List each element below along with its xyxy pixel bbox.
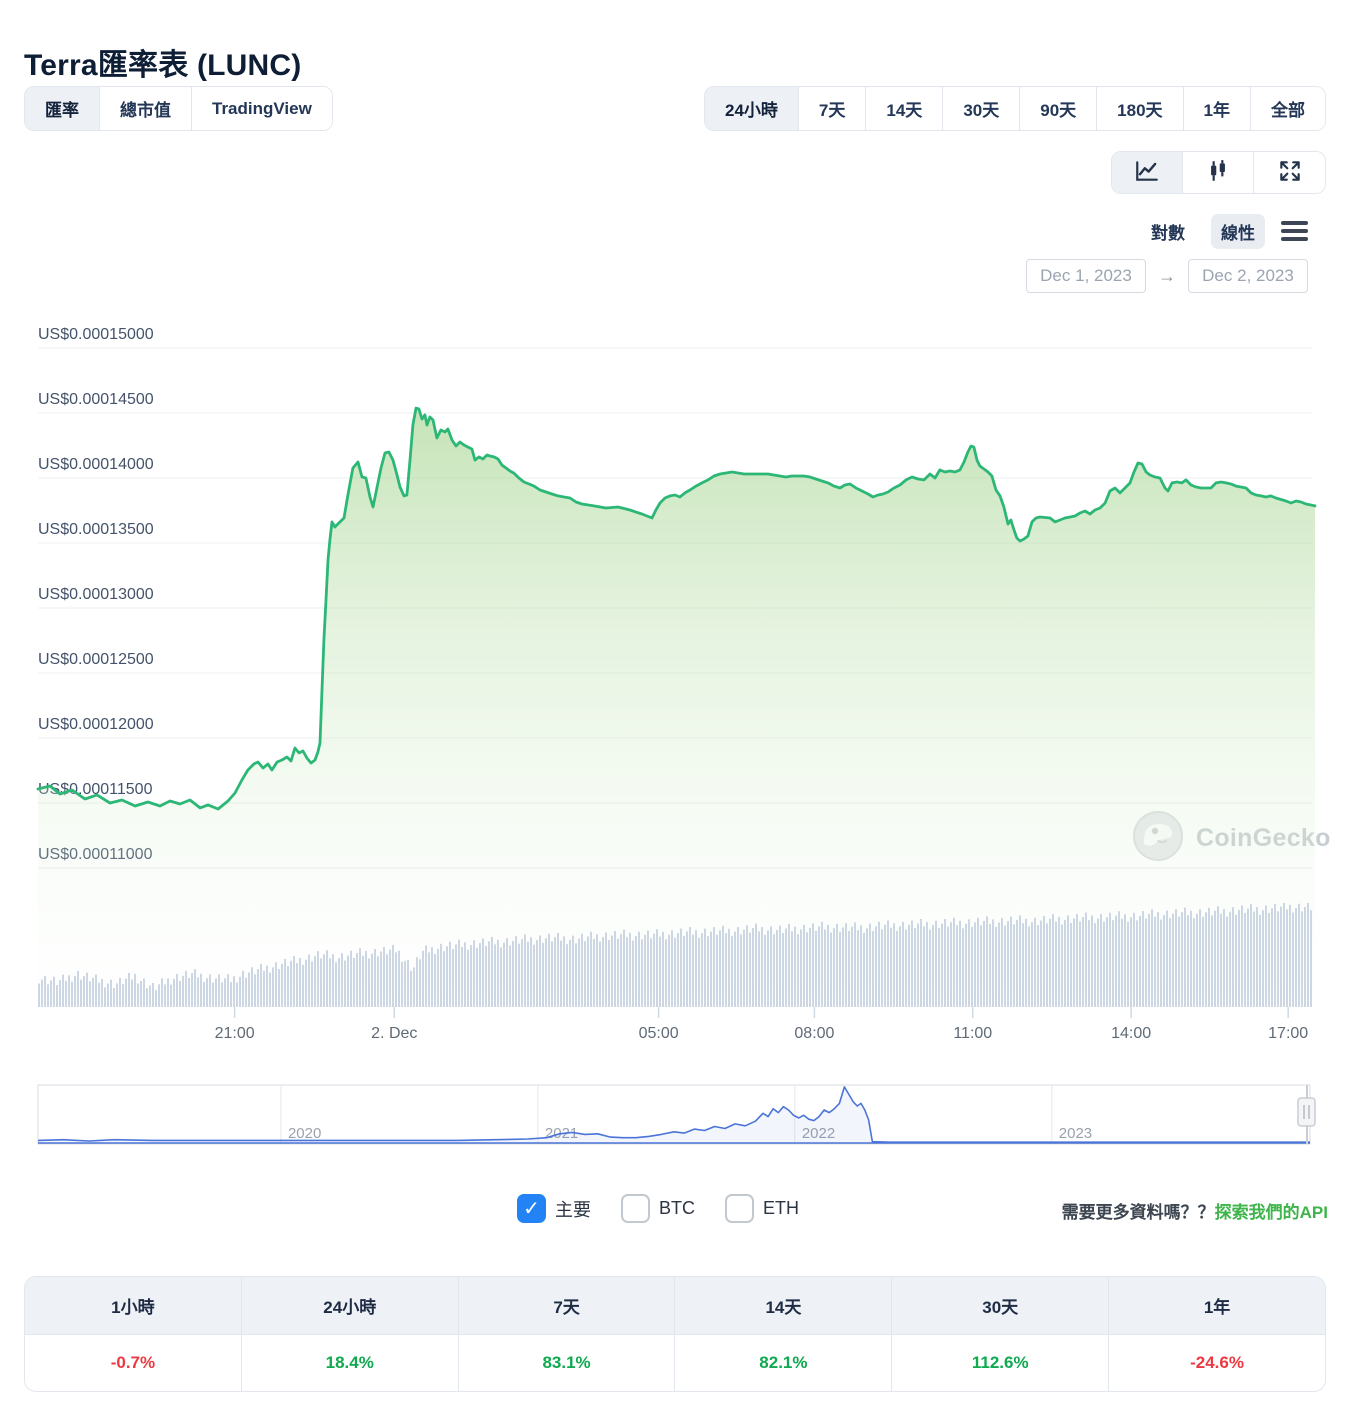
menu-icon[interactable] [1281, 221, 1308, 241]
svg-text:US$0.00013500: US$0.00013500 [38, 521, 154, 538]
perf-header: 30天 [892, 1277, 1109, 1335]
view-tab-總市值[interactable]: 總市值 [100, 87, 192, 130]
svg-text:2022: 2022 [802, 1125, 835, 1142]
navigator-handle[interactable] [1297, 1085, 1316, 1144]
range-tab-全部[interactable]: 全部 [1251, 87, 1325, 130]
checkbox-label: 主要 [555, 1199, 591, 1220]
perf-value: 83.1% [542, 1353, 591, 1372]
linear-scale-option[interactable]: 線性 [1211, 213, 1265, 249]
svg-text:11:00: 11:00 [953, 1025, 992, 1042]
date-range-picker: → [1026, 259, 1308, 293]
perf-header: 24小時 [241, 1277, 458, 1335]
view-tab-匯率[interactable]: 匯率 [25, 87, 100, 130]
checkbox-主要[interactable]: ✓ 主要 [517, 1194, 591, 1223]
checkbox-label: BTC [659, 1198, 695, 1218]
range-tab-90天[interactable]: 90天 [1020, 87, 1098, 130]
perf-header: 1小時 [25, 1277, 241, 1335]
svg-text:14:00: 14:00 [1111, 1025, 1151, 1042]
perf-header: 7天 [458, 1277, 675, 1335]
arrow-right-icon: → [1158, 265, 1176, 286]
performance-table: 1小時 -0.7% 24小時 18.4% 7天 83.1% 14天 82.1% 30天 112.6… [24, 1276, 1326, 1392]
range-tab-7天[interactable]: 7天 [798, 87, 867, 130]
perf-header: 1年 [1109, 1277, 1325, 1335]
svg-text:US$0.00014500: US$0.00014500 [38, 391, 154, 408]
perf-col-1年: 1年 -24.6% [1109, 1277, 1325, 1391]
range-tab-14天[interactable]: 14天 [866, 87, 944, 130]
perf-col-7天: 7天 83.1% [458, 1277, 676, 1391]
view-tab-TradingView[interactable]: TradingView [192, 87, 332, 130]
svg-text:US$0.00013000: US$0.00013000 [38, 586, 154, 603]
range-tab-30天[interactable]: 30天 [943, 87, 1021, 130]
series-legend: ✓ 主要 BTC ETH 需要更多資料嗎？？探索我們的API [0, 1194, 1350, 1230]
date-from-input[interactable] [1026, 259, 1146, 293]
fullscreen-button[interactable] [1254, 152, 1325, 193]
svg-text:US$0.00014000: US$0.00014000 [38, 456, 154, 473]
svg-text:17:00: 17:00 [1268, 1025, 1308, 1042]
api-link[interactable]: 探索我們的API [1214, 1203, 1328, 1222]
svg-text:2020: 2020 [288, 1125, 321, 1142]
svg-text:US$0.00012500: US$0.00012500 [38, 651, 154, 668]
checkbox-BTC[interactable]: BTC [621, 1194, 695, 1223]
perf-value: 82.1% [759, 1353, 808, 1372]
navigator[interactable]: 2020202120222023 [37, 1084, 1316, 1145]
perf-value: 112.6% [971, 1353, 1029, 1372]
unchecked-checkbox-icon [725, 1194, 754, 1223]
unchecked-checkbox-icon [621, 1194, 650, 1223]
range-tab-180天[interactable]: 180天 [1097, 87, 1184, 130]
perf-value: 18.4% [325, 1353, 374, 1372]
page-title: Terra匯率表 (LUNC) [24, 49, 302, 83]
svg-text:2023: 2023 [1059, 1125, 1092, 1142]
candlestick-chart-button[interactable] [1183, 152, 1254, 193]
svg-text:2. Dec: 2. Dec [371, 1025, 417, 1042]
chart-type-toolbar [1111, 151, 1326, 194]
perf-col-14天: 14天 82.1% [675, 1277, 893, 1391]
checked-checkbox-icon: ✓ [517, 1194, 546, 1223]
range-tab-group: 24小時 7天 14天 30天 90天 180天 1年 全部 [704, 86, 1326, 131]
perf-col-24小時: 24小時 18.4% [241, 1277, 459, 1391]
range-tab-24小時[interactable]: 24小時 [705, 87, 799, 130]
api-prompt-text: 需要更多資料嗎？？ [1061, 1203, 1215, 1222]
x-axis: 21:00 2. Dec 05:00 08:00 11:00 14:00 17:00 [215, 1007, 1308, 1042]
checkbox-ETH[interactable]: ETH [725, 1194, 799, 1223]
svg-text:05:00: 05:00 [639, 1025, 679, 1042]
volume-bars [38, 903, 1312, 1007]
perf-header: 14天 [675, 1277, 892, 1335]
svg-text:US$0.00012000: US$0.00012000 [38, 716, 154, 733]
candlestick-icon [1205, 158, 1231, 187]
log-scale-option[interactable]: 對數 [1151, 223, 1185, 243]
checkbox-label: ETH [763, 1198, 799, 1218]
date-to-input[interactable] [1188, 259, 1308, 293]
perf-col-30天: 30天 112.6% [892, 1277, 1110, 1391]
svg-text:08:00: 08:00 [794, 1025, 834, 1042]
line-chart-button[interactable] [1112, 152, 1183, 193]
perf-col-1小時: 1小時 -0.7% [25, 1277, 242, 1391]
scale-toggle: 對數 線性 [1141, 213, 1308, 249]
svg-text:21:00: 21:00 [215, 1025, 255, 1042]
view-tab-group: 匯率 總市值 TradingView [24, 86, 333, 131]
perf-value: -24.6% [1190, 1353, 1244, 1372]
range-tab-1年[interactable]: 1年 [1183, 87, 1251, 130]
perf-value: -0.7% [110, 1353, 156, 1372]
line-chart-icon [1134, 158, 1160, 187]
svg-text:US$0.00015000: US$0.00015000 [38, 326, 154, 343]
price-series[interactable] [36, 406, 1317, 1008]
fullscreen-icon [1277, 158, 1303, 187]
